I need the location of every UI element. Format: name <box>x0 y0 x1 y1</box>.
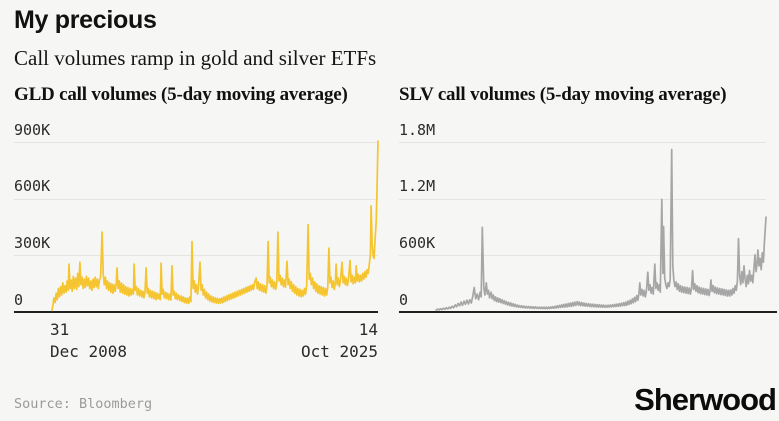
y-tick-label: 1.8M <box>399 121 436 139</box>
x-tick-start: 31 Dec 2008 <box>50 319 127 363</box>
gld-series <box>51 140 379 312</box>
source-credit: Source: Bloomberg <box>14 396 153 412</box>
gld-chart-panel: 900K 600K 300K 0 <box>14 118 379 314</box>
gridline <box>14 199 378 200</box>
y-tick-label: 300K <box>14 234 51 252</box>
y-tick-label: 0 <box>14 291 24 309</box>
y-tick-label: 900K <box>14 121 51 139</box>
gridline <box>399 199 766 200</box>
x-tick-start-date: Dec 2008 <box>50 342 128 361</box>
gridline <box>14 142 378 143</box>
gridline <box>399 255 766 256</box>
gridline <box>399 142 766 143</box>
x-axis-line <box>14 311 378 313</box>
gld-panel-title: GLD call volumes (5-day moving average) <box>14 84 348 105</box>
gridline <box>14 255 378 256</box>
x-tick-start-day: 31 <box>50 320 70 339</box>
x-tick-end-date: Oct 2025 <box>300 342 378 361</box>
x-axis-line <box>399 311 777 313</box>
page-subtitle: Call volumes ramp in gold and silver ETF… <box>14 46 377 70</box>
page-title: My precious <box>14 6 157 34</box>
y-tick-label: 600K <box>399 234 436 252</box>
x-tick-end: 14 Oct 2025 <box>238 319 378 363</box>
sherwood-logo: Sherwood <box>634 382 777 417</box>
y-tick-label: 1.2M <box>399 177 436 195</box>
y-tick-label: 600K <box>14 177 51 195</box>
slv-chart-panel: 1.8M 1.2M 600K 0 <box>399 118 777 314</box>
slv-series <box>435 148 767 312</box>
y-tick-label: 0 <box>399 291 409 309</box>
slv-panel-title: SLV call volumes (5-day moving average) <box>399 84 727 105</box>
x-tick-end-day: 14 <box>358 320 378 339</box>
